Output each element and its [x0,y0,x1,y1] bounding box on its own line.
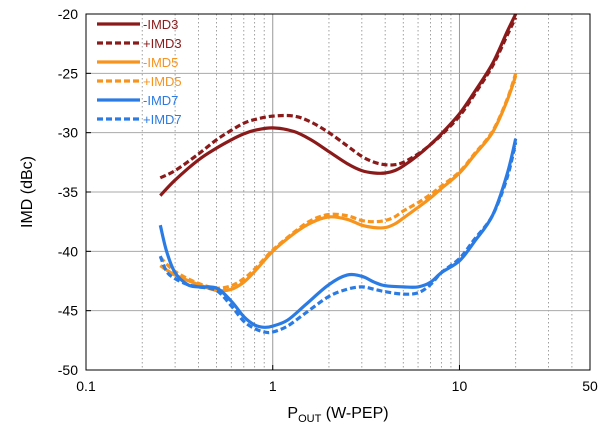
legend: -IMD3 +IMD3 -IMD5 +IMD5 -IMD7 +IMD7 [97,17,182,127]
y-tick-label: -35 [58,184,78,200]
series-line-plusminus-imd5 [159,72,518,290]
legend-label: -IMD3 [143,17,178,32]
y-tick-label: -40 [58,243,78,259]
x-tick-label: 50 [582,378,598,394]
x-axis-title-main: P [287,405,298,422]
series-line-plusminus-imd3 [159,16,518,180]
x-tick-label: 10 [452,378,468,394]
x-axis-title: POUT (W-PEP) [287,405,388,425]
legend-label: -IMD5 [143,55,178,70]
legend-label: +IMD3 [143,36,182,51]
y-tick-label: -25 [58,65,78,81]
series-line-plusminus-imd7 [158,141,518,335]
x-tick-label: 1 [269,378,277,394]
series-line-minus-imd5 [159,75,518,293]
x-axis-title-sub: OUT [298,413,322,425]
y-tick-label: -45 [58,303,78,319]
legend-label: +IMD5 [143,74,182,89]
legend-label: -IMD7 [143,93,178,108]
y-axis-title: IMD (dBc) [19,156,36,228]
series-line-minus-imd3 [159,13,518,197]
x-tick-label: 0.1 [76,378,96,394]
legend-label: +IMD7 [143,112,182,127]
axis-ticks: -50 -45 -40 -35 -30 -25 -20 0.1 1 10 50 [58,6,598,394]
series-lines [158,13,518,335]
y-tick-label: -50 [58,362,78,378]
y-tick-label: -20 [58,6,78,22]
y-tick-label: -30 [58,125,78,141]
x-axis-title-suffix: (W-PEP) [321,405,388,422]
grid-lines [86,14,590,370]
